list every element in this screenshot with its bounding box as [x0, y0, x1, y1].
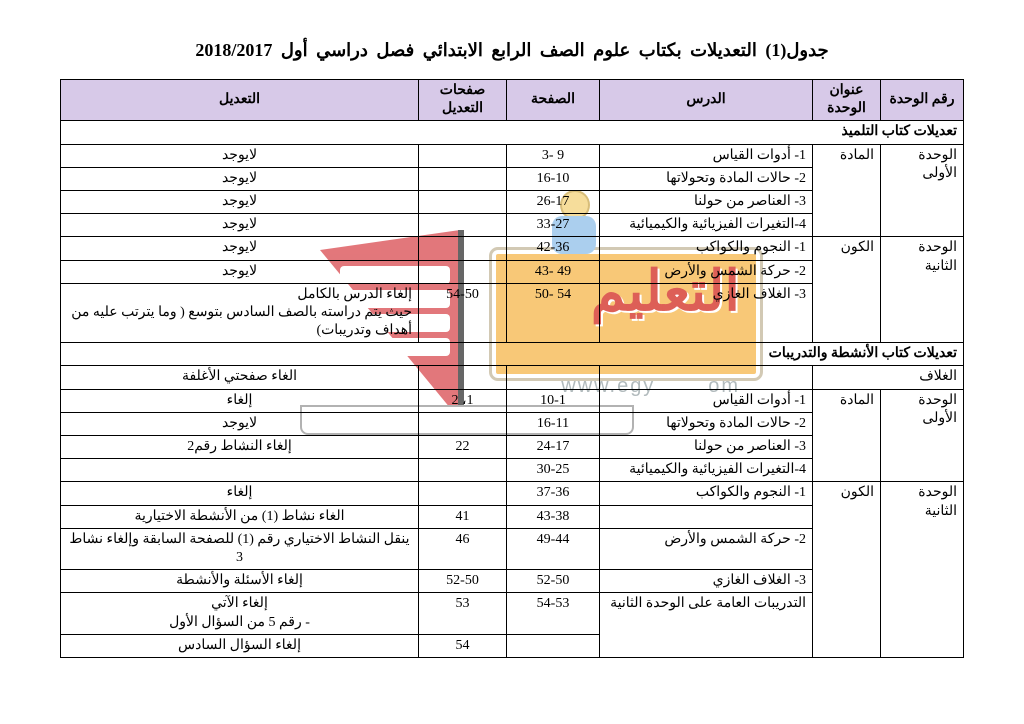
cell-page: 52-50 [507, 570, 600, 593]
table-row: الوحدة الثانية الكون 1- النجوم والكواكب … [61, 237, 964, 260]
cell-edit-page [419, 459, 507, 482]
cell-unit-title: الكون [813, 482, 881, 658]
cell-unit-num: الوحدة الثانية [881, 482, 964, 658]
cell-unit-num: الوحدة الأولى [881, 144, 964, 237]
cell-edit: إلغاء النشاط رقم2 [61, 436, 419, 459]
cell-edit: إلغاء الآتي - رقم 5 من السؤال الأول [61, 593, 419, 634]
cell-lesson: 2- حركة الشمس والأرض [600, 260, 813, 283]
section-label: تعديلات كتاب التلميذ [61, 121, 964, 144]
cell-lesson: 1- النجوم والكواكب [600, 237, 813, 260]
cell-lesson: 3- العناصر من حولنا [600, 436, 813, 459]
cell-lesson [600, 366, 813, 389]
cell-page [507, 634, 600, 657]
cell-page: 16-11 [507, 412, 600, 435]
cell-lesson: 2- حالات المادة وتحولاتها [600, 412, 813, 435]
th-edit-pages: صفحات التعديل [419, 80, 507, 121]
cell-page: 49 -43 [507, 260, 600, 283]
cell-edit-page [419, 167, 507, 190]
cell-edit-page: 54-50 [419, 283, 507, 343]
cell-page: 54-53 [507, 593, 600, 634]
cell-lesson: 2- حالات المادة وتحولاتها [600, 167, 813, 190]
th-unit-num: رقم الوحدة [881, 80, 964, 121]
cell-unit-title: الكون [813, 237, 881, 343]
cell-edit-page [419, 190, 507, 213]
cell-page: 54 -50 [507, 283, 600, 343]
cell-edit: لايوجد [61, 190, 419, 213]
cell-page: 10-1 [507, 389, 600, 412]
cell-page: 26-17 [507, 190, 600, 213]
cell-page: 49-44 [507, 528, 600, 569]
cell-page: 16-10 [507, 167, 600, 190]
table-row: الوحدة الأولى المادة 1- أدوات القياس 9 -… [61, 144, 964, 167]
th-edit: التعديل [61, 80, 419, 121]
page-title: جدول(1) التعديلات بكتاب علوم الصف الرابع… [60, 40, 964, 61]
cell-edit: ينقل النشاط الاختياري رقم (1) للصفحة الس… [61, 528, 419, 569]
cell-unit-title: المادة [813, 144, 881, 237]
cell-edit-page: 1، 2 [419, 389, 507, 412]
cell-edit: الغاء صفحتي الأغلفة [61, 366, 419, 389]
cell-cover: الغلاف [813, 366, 964, 389]
cell-lesson: 4-التغيرات الفيزيائية والكيميائية [600, 214, 813, 237]
modifications-table: رقم الوحدة عنوان الوحدة الدرس الصفحة صفح… [60, 79, 964, 658]
cell-edit-page [419, 366, 507, 389]
cell-edit-page [419, 144, 507, 167]
cell-edit-page: 53 [419, 593, 507, 634]
section-label: تعديلات كتاب الأنشطة والتدريبات [61, 343, 964, 366]
cell-edit-page: 22 [419, 436, 507, 459]
cell-edit-page: 52-50 [419, 570, 507, 593]
cell-page [507, 366, 600, 389]
cell-lesson: التدريبات العامة على الوحدة الثانية [600, 593, 813, 658]
cell-edit-page [419, 237, 507, 260]
cell-unit-title: المادة [813, 389, 881, 482]
section-row-activity-book: تعديلات كتاب الأنشطة والتدريبات [61, 343, 964, 366]
cell-edit-page [419, 260, 507, 283]
cell-edit: لايوجد [61, 167, 419, 190]
table-row: الغلاف الغاء صفحتي الأغلفة [61, 366, 964, 389]
cell-unit-num: الوحدة الثانية [881, 237, 964, 343]
cell-lesson: 1- أدوات القياس [600, 389, 813, 412]
section-row-student-book: تعديلات كتاب التلميذ [61, 121, 964, 144]
cell-edit: إلغاء السؤال السادس [61, 634, 419, 657]
th-lesson: الدرس [600, 80, 813, 121]
cell-lesson: 2- حركة الشمس والأرض [600, 528, 813, 569]
cell-lesson: 3- الغلاف الغازي [600, 283, 813, 343]
cell-edit-page: 46 [419, 528, 507, 569]
cell-edit-page: 41 [419, 505, 507, 528]
cell-edit-page [419, 412, 507, 435]
cell-edit: لايوجد [61, 237, 419, 260]
cell-page: 30-25 [507, 459, 600, 482]
cell-unit-num: الوحدة الأولى [881, 389, 964, 482]
cell-edit: إلغاء [61, 389, 419, 412]
cell-lesson: 1- أدوات القياس [600, 144, 813, 167]
cell-lesson: 4-التغيرات الفيزيائية والكيميائية [600, 459, 813, 482]
cell-lesson [600, 505, 813, 528]
cell-page: 9 -3 [507, 144, 600, 167]
cell-page: 24-17 [507, 436, 600, 459]
cell-edit: لايوجد [61, 260, 419, 283]
cell-lesson: 3- العناصر من حولنا [600, 190, 813, 213]
table-row: الوحدة الثانية الكون 1- النجوم والكواكب … [61, 482, 964, 505]
cell-page: 43-38 [507, 505, 600, 528]
th-page: الصفحة [507, 80, 600, 121]
cell-edit: إلغاء [61, 482, 419, 505]
cell-edit: لايوجد [61, 214, 419, 237]
th-unit-title: عنوان الوحدة [813, 80, 881, 121]
cell-edit [61, 459, 419, 482]
cell-page: 33-27 [507, 214, 600, 237]
cell-page: 42-36 [507, 237, 600, 260]
cell-edit-page [419, 214, 507, 237]
cell-edit: الغاء نشاط (1) من الأنشطة الاختيارية [61, 505, 419, 528]
cell-edit: لايوجد [61, 412, 419, 435]
cell-page: 37-36 [507, 482, 600, 505]
cell-edit-page: 54 [419, 634, 507, 657]
cell-lesson: 1- النجوم والكواكب [600, 482, 813, 505]
cell-edit-page [419, 482, 507, 505]
cell-lesson: 3- الغلاف الغازي [600, 570, 813, 593]
cell-edit: إلغاء الأسئلة والأنشطة [61, 570, 419, 593]
table-row: الوحدة الأولى المادة 1- أدوات القياس 10-… [61, 389, 964, 412]
cell-edit: لايوجد [61, 144, 419, 167]
cell-edit: إلغاء الدرس بالكامل حيث يتم دراسته بالصف… [61, 283, 419, 343]
